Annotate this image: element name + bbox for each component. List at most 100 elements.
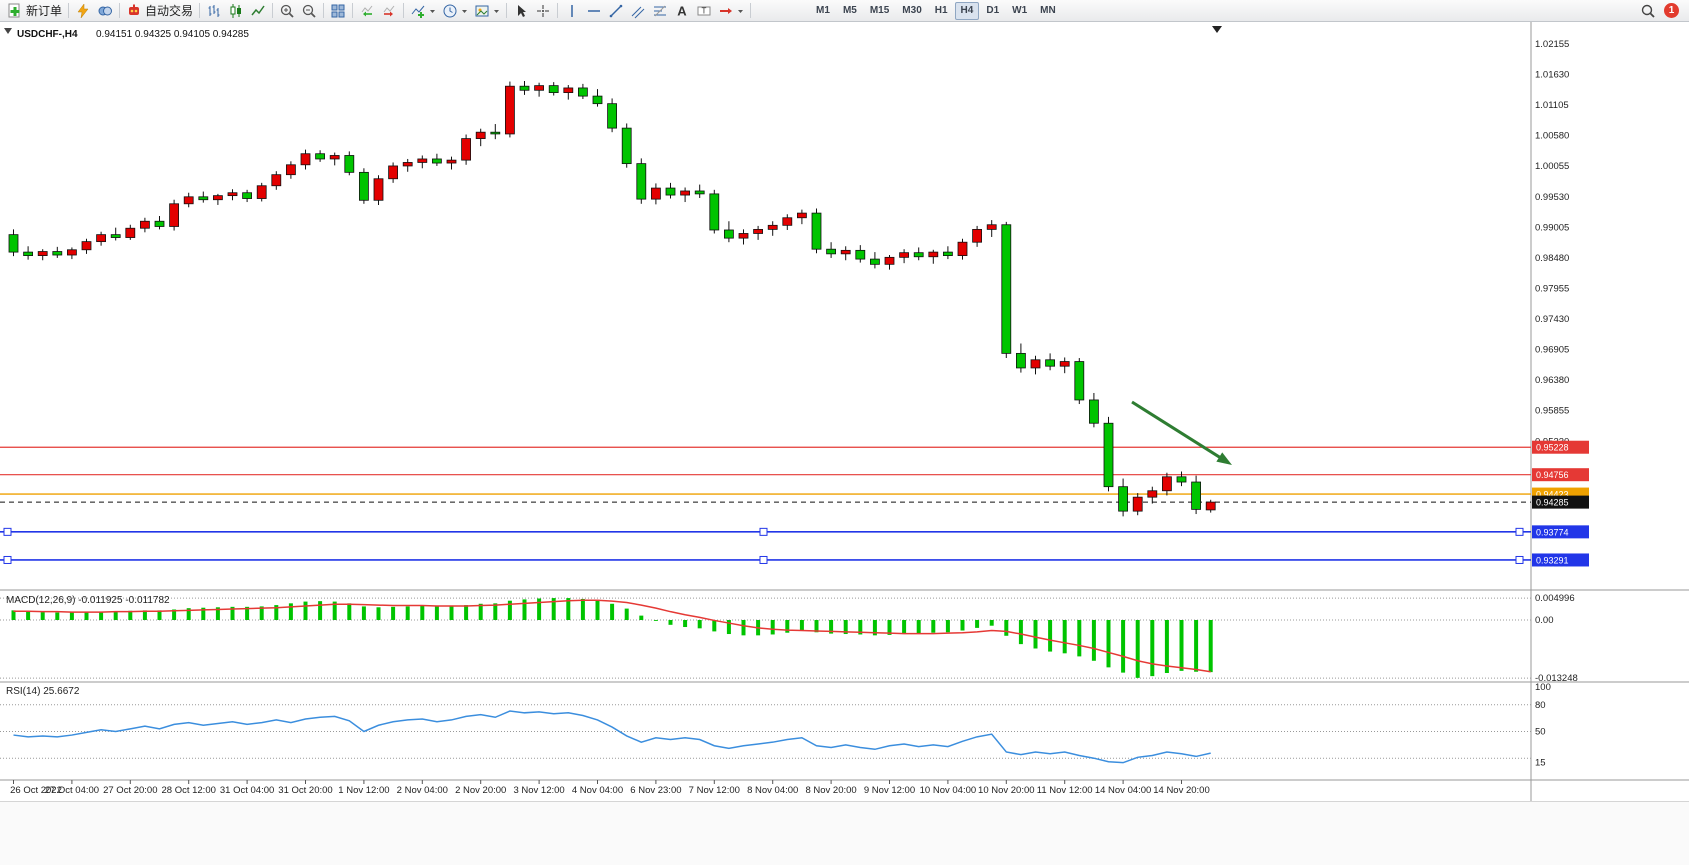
vertical-line-button[interactable] xyxy=(561,1,583,21)
candlestick-chart-icon xyxy=(230,3,242,18)
notification-badge[interactable]: 1 xyxy=(1664,3,1679,18)
price-tick-label: 0.98480 xyxy=(1535,253,1569,264)
time-label: 6 Nov 23:00 xyxy=(630,785,681,796)
separator xyxy=(199,3,201,18)
horizontal-line-button[interactable] xyxy=(583,1,605,21)
timeframe-button-m15[interactable]: M15 xyxy=(869,4,890,16)
chart-shift-marker[interactable] xyxy=(1212,26,1222,33)
timeframe-button-d1[interactable]: D1 xyxy=(986,4,1000,16)
periods-button[interactable] xyxy=(439,1,471,21)
tile-windows-button[interactable] xyxy=(327,1,349,21)
one-click-trading-arrow-icon[interactable] xyxy=(4,28,12,34)
time-label: 1 Nov 12:00 xyxy=(338,785,389,796)
time-label: 2 Nov 20:00 xyxy=(455,785,506,796)
time-label: 27 Oct 04:00 xyxy=(45,785,99,796)
zoom-in-icon xyxy=(280,4,294,18)
separator xyxy=(323,3,325,18)
chart-template-button[interactable] xyxy=(471,1,503,21)
auto-trading-button[interactable]: 自动交易 xyxy=(123,1,196,21)
picture-icon xyxy=(475,5,489,16)
profiles-button[interactable] xyxy=(94,1,116,21)
time-label: 9 Nov 12:00 xyxy=(864,785,915,796)
price-badge-label: 0.93774 xyxy=(1536,527,1569,537)
auto-scroll-button[interactable] xyxy=(356,1,378,21)
crosshair-button[interactable] xyxy=(532,1,554,21)
line-handle[interactable] xyxy=(759,555,768,564)
text-label-button[interactable]: T xyxy=(693,1,715,21)
bar-chart-icon xyxy=(208,4,220,17)
timeframe-button-m30[interactable]: M30 xyxy=(902,4,922,16)
lightning-icon xyxy=(77,2,89,18)
timeframe-button-h4[interactable]: H4 xyxy=(954,1,980,20)
chart-symbol-title: USDCHF-,H4 xyxy=(17,29,78,40)
indicators-button[interactable] xyxy=(407,1,439,21)
search-icon[interactable] xyxy=(1640,3,1656,19)
fibonacci-button[interactable] xyxy=(649,1,671,21)
text-button[interactable]: A xyxy=(671,1,693,21)
chevron-down-icon xyxy=(462,9,468,13)
candlestick-chart-button[interactable] xyxy=(225,1,247,21)
rsi-axis-label: 15 xyxy=(1535,758,1546,769)
chart-shift-button[interactable] xyxy=(378,1,400,21)
clock-icon xyxy=(443,4,457,17)
price-tick-label: 1.01630 xyxy=(1535,70,1569,81)
separator xyxy=(272,3,274,18)
price-badge-0.95228 xyxy=(1532,440,1589,454)
line-chart-button[interactable] xyxy=(247,1,269,21)
arrow-object-icon xyxy=(720,7,733,14)
svg-text:A: A xyxy=(677,3,687,18)
time-label: 4 Nov 04:00 xyxy=(572,785,623,796)
chart-area[interactable]: 1.02155 1.01630 1.01105 1.00580 1.00055 0.995… xyxy=(0,22,1689,801)
trendline-button[interactable] xyxy=(605,1,627,21)
bar-chart-button[interactable] xyxy=(203,1,225,21)
time-label: 31 Oct 20:00 xyxy=(278,785,332,796)
time-label: 14 Nov 04:00 xyxy=(1095,785,1152,796)
zoom-out-button[interactable] xyxy=(298,1,320,21)
auto-trading-label: 自动交易 xyxy=(145,4,194,18)
time-label: 26 Oct 2022 xyxy=(10,785,62,796)
zoom-in-button[interactable] xyxy=(276,1,298,21)
timeframe-button-m1[interactable]: M1 xyxy=(816,4,830,16)
price-tick-label: 0.99005 xyxy=(1535,222,1569,233)
templates-button[interactable] xyxy=(72,1,94,21)
arrows-button[interactable] xyxy=(715,1,747,21)
separator xyxy=(506,3,508,18)
cursor-button[interactable] xyxy=(510,1,532,21)
line-handle[interactable] xyxy=(759,527,768,536)
vertical-line-icon xyxy=(571,4,573,17)
rsi-title: RSI(14) 25.6672 xyxy=(6,686,80,697)
crosshair-icon xyxy=(537,4,550,17)
line-handle[interactable] xyxy=(1515,527,1524,536)
time-label: 8 Nov 04:00 xyxy=(747,785,798,796)
macd-axis-label: 0.004996 xyxy=(1535,593,1575,604)
timeframe-button-w1[interactable]: W1 xyxy=(1012,4,1028,16)
separator xyxy=(557,3,559,18)
tile-windows-icon xyxy=(331,4,345,17)
channel-button[interactable] xyxy=(627,1,649,21)
timeframe-button-h1[interactable]: H1 xyxy=(934,4,948,16)
timeframe-button-m5[interactable]: M5 xyxy=(842,4,857,16)
line-handle[interactable] xyxy=(1515,555,1524,564)
price-badge-label: 0.93291 xyxy=(1536,555,1569,565)
trend-arrow[interactable] xyxy=(1131,400,1232,465)
macd-axis-label: 0.00 xyxy=(1535,615,1554,626)
add-indicator-icon xyxy=(411,5,425,18)
time-label: 8 Nov 20:00 xyxy=(805,785,856,796)
time-label: 31 Oct 04:00 xyxy=(220,785,274,796)
new-order-label: 新订单 xyxy=(26,4,63,18)
auto-scroll-icon xyxy=(361,5,373,16)
price-tick-label: 1.01105 xyxy=(1535,100,1569,111)
svg-text:T: T xyxy=(702,6,707,15)
new-order-button[interactable]: 新订单 xyxy=(4,1,65,21)
price-tick-label: 0.97955 xyxy=(1535,283,1569,294)
macd-signal-line xyxy=(13,599,1211,673)
chart-background xyxy=(0,22,1689,801)
line-handle[interactable] xyxy=(3,555,12,564)
timeframe-button-mn[interactable]: MN xyxy=(1040,4,1056,16)
line-handle[interactable] xyxy=(3,527,12,536)
time-label: 27 Oct 20:00 xyxy=(103,785,157,796)
chevron-down-icon xyxy=(738,9,744,13)
price-badge-0.93774 xyxy=(1532,525,1589,539)
price-badge-0.94756 xyxy=(1532,468,1589,482)
